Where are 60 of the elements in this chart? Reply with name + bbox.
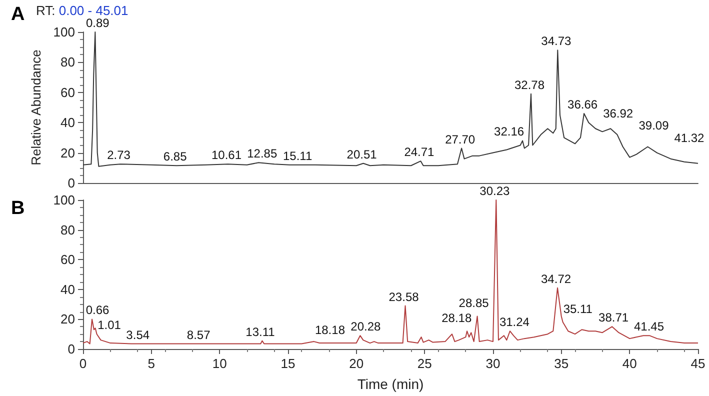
annotation: 15.11 xyxy=(283,148,312,163)
annotation: 1.01 xyxy=(98,318,122,332)
y-tick-label: 0 xyxy=(68,176,75,190)
annotation: 34.73 xyxy=(541,34,572,48)
x-axis-title: Time (min) xyxy=(357,376,424,392)
x-tick-label: 40 xyxy=(622,356,637,371)
y-axis-title: Relative Abundance xyxy=(28,50,44,166)
x-tick-label: 35 xyxy=(554,356,569,371)
annotation: 31.24 xyxy=(499,315,530,330)
annotation: 36.92 xyxy=(603,106,634,121)
annotation: 39.09 xyxy=(638,118,670,133)
y-tick-label: 100 xyxy=(53,192,75,208)
annotation: 10.61 xyxy=(212,148,242,162)
y-tick-label: 80 xyxy=(60,222,75,238)
annotation: 32.78 xyxy=(514,78,545,92)
annotation: 27.70 xyxy=(445,132,476,146)
chart-title: B xyxy=(11,198,25,219)
annotation: 38.71 xyxy=(598,310,629,325)
annotation: 24.71 xyxy=(404,145,435,160)
annotation: 41.45 xyxy=(634,320,664,334)
annotation: 13.11 xyxy=(246,324,276,339)
y-tick-label: 60 xyxy=(60,84,75,100)
y-tick-label: 100 xyxy=(53,24,75,40)
y-tick-label: 60 xyxy=(60,252,75,268)
annotation: 28.85 xyxy=(458,296,490,310)
annotation: 20.51 xyxy=(346,147,378,162)
x-tick-label: 20 xyxy=(349,356,364,371)
x-tick-label: 30 xyxy=(486,356,500,371)
annotation: 18.18 xyxy=(314,323,346,338)
line-series xyxy=(82,200,698,344)
x-tick-label: 10 xyxy=(212,356,227,371)
x-tick-label: 15 xyxy=(280,356,296,371)
annotation: 2.73 xyxy=(107,148,131,162)
annotation: 34.72 xyxy=(541,272,572,286)
y-tick-label: 20 xyxy=(60,145,75,160)
y-tick-label: 20 xyxy=(60,312,75,327)
annotation: 0.66 xyxy=(86,303,110,318)
y-tick-label: 40 xyxy=(60,282,75,297)
annotation: 30.23 xyxy=(480,184,510,198)
annotation: 36.66 xyxy=(568,98,598,112)
x-tick-label: 25 xyxy=(417,356,432,371)
annotation: 32.16 xyxy=(494,124,524,139)
annotation: 23.58 xyxy=(388,290,420,304)
annotation: 0.89 xyxy=(86,16,110,30)
annotation: 41.32 xyxy=(674,130,705,145)
text: RT: 0.00 - 45.01 xyxy=(36,3,128,18)
chart-title: A xyxy=(11,4,25,25)
annotation: 28.18 xyxy=(442,311,472,326)
annotation: 3.54 xyxy=(126,328,150,342)
annotation: 20.28 xyxy=(350,320,382,334)
annotation: 8.57 xyxy=(186,328,211,342)
annotation: 12.85 xyxy=(247,146,278,161)
y-tick-label: 40 xyxy=(60,115,75,130)
y-tick-label: 0 xyxy=(68,342,75,356)
annotation: 6.85 xyxy=(163,150,188,164)
x-tick-label: 0 xyxy=(79,356,87,371)
x-tick-label: 5 xyxy=(148,356,155,371)
y-tick-label: 80 xyxy=(60,54,75,70)
annotation: 35.11 xyxy=(563,302,593,316)
x-tick-label: 45 xyxy=(690,356,706,371)
